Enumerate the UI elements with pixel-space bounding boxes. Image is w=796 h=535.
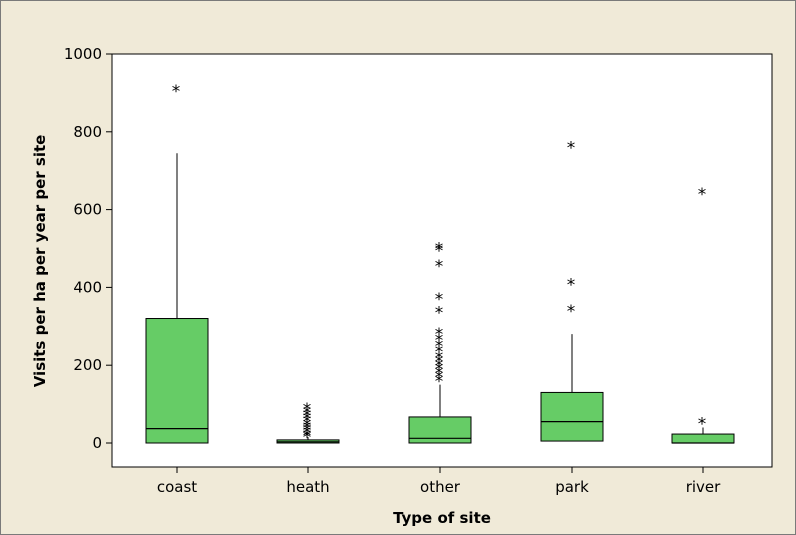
outlier-point: * (303, 400, 312, 420)
outlier-point: * (567, 138, 576, 158)
outlier-point: * (698, 415, 707, 435)
x-tick-label: park (555, 478, 589, 496)
outlier-point: * (435, 290, 444, 310)
x-tick-label: other (420, 478, 461, 496)
outlier-point: * (567, 302, 576, 322)
x-tick-label: river (686, 478, 721, 496)
y-axis: 0 200 400 600 800 1000 (64, 45, 112, 452)
box-park: * * * (540, 138, 604, 442)
outlier-point: * (303, 403, 312, 423)
outlier-point: * (435, 242, 444, 262)
y-tick-label: 0 (92, 434, 102, 452)
outlier-point: * (435, 352, 444, 372)
outlier-point: * (303, 421, 312, 441)
y-axis-title: Visits per ha per year per site (31, 135, 49, 388)
outlier-point: * (435, 356, 444, 376)
boxes: ********************************* (145, 82, 735, 448)
outlier-point: * (435, 304, 444, 324)
box-coast: * (145, 82, 209, 444)
outlier-point: * (303, 418, 312, 438)
box-heath: *********** (276, 400, 340, 448)
outlier-point: * (303, 410, 312, 430)
outlier-point: * (303, 424, 312, 444)
outlier-point: * (435, 368, 444, 388)
plot-area (111, 53, 773, 468)
outlier-point: * (435, 348, 444, 368)
y-tick-label: 200 (73, 356, 102, 374)
outlier-point: * (435, 364, 444, 384)
x-tick-label: coast (157, 478, 197, 496)
outlier-point: * (172, 82, 181, 102)
outlier-point: * (303, 416, 312, 436)
outlier-point: * (303, 426, 312, 446)
y-tick-label: 600 (73, 201, 102, 219)
outlier-point: * (435, 372, 444, 392)
outlier-point: * (698, 185, 707, 205)
x-axis-title: Type of site (393, 509, 491, 527)
x-tick-label: heath (286, 478, 329, 496)
outlier-point: * (567, 276, 576, 296)
box-other: **************** (408, 240, 472, 444)
outlier-point: * (435, 337, 444, 357)
outlier-point: * (435, 343, 444, 363)
iqr-box (540, 391, 604, 442)
outlier-point: * (435, 325, 444, 345)
iqr-box (671, 433, 735, 444)
box-river: ** (671, 185, 735, 444)
y-tick-label: 400 (73, 278, 102, 296)
outlier-point: * (303, 428, 312, 448)
y-tick-label: 800 (73, 123, 102, 141)
iqr-box (145, 318, 209, 444)
y-tick-label: 1000 (64, 45, 102, 63)
outlier-point: * (435, 257, 444, 277)
outlier-point: * (435, 331, 444, 351)
outlier-point: * (303, 406, 312, 426)
outlier-point: * (435, 240, 444, 260)
outlier-point: * (303, 413, 312, 433)
iqr-box (408, 416, 472, 444)
x-axis: coast heath other park river (157, 467, 721, 496)
outlier-point: * (435, 360, 444, 380)
